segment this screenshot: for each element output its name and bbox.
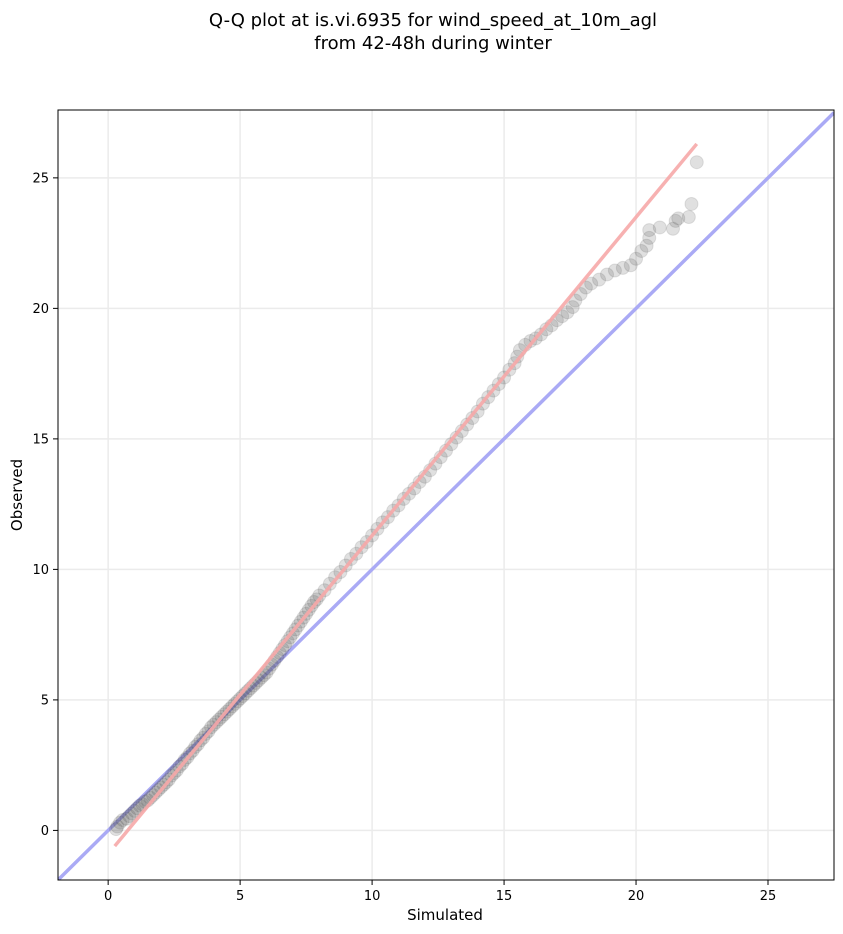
data-point	[454, 424, 469, 439]
data-point	[280, 634, 295, 649]
data-point	[681, 210, 696, 225]
chart-title-line-1: Q-Q plot at is.vi.6935 for wind_speed_at…	[209, 10, 657, 31]
chart-title-line-2: from 42-48h during winter	[314, 33, 552, 54]
data-point	[665, 221, 680, 236]
data-point	[460, 417, 475, 432]
x-tick-label: 15	[496, 889, 513, 904]
x-tick-label: 20	[628, 889, 645, 904]
data-point	[110, 819, 125, 834]
data-point	[652, 220, 667, 235]
data-point	[130, 801, 145, 816]
data-point	[584, 276, 599, 291]
data-point	[560, 305, 575, 320]
data-point	[113, 815, 128, 830]
data-point	[634, 243, 649, 258]
data-point	[615, 260, 630, 275]
y-tick-label: 10	[32, 563, 49, 578]
data-point	[668, 213, 683, 228]
x-tick-label: 10	[364, 889, 381, 904]
x-tick-label: 25	[760, 889, 777, 904]
data-point	[523, 334, 538, 348]
data-point	[412, 474, 427, 489]
y-tick-label: 0	[41, 824, 49, 839]
data-point	[671, 211, 686, 226]
x-axis-ticks: 0 5 10 15 20 25	[104, 880, 776, 904]
data-point	[607, 263, 622, 278]
x-tick-label: 5	[236, 889, 244, 904]
y-tick-label: 5	[41, 693, 49, 708]
y-axis-ticks: 0 5 10 15 20 25	[32, 171, 58, 839]
data-point	[565, 300, 580, 315]
data-point	[600, 267, 615, 282]
data-point	[639, 238, 654, 253]
data-point	[623, 258, 638, 273]
data-point	[119, 811, 134, 826]
y-axis-label: Observed	[8, 459, 26, 531]
data-point	[307, 595, 322, 610]
data-point	[642, 230, 657, 245]
data-point	[592, 272, 607, 287]
data-point	[642, 223, 657, 238]
data-point	[124, 806, 139, 821]
data-point	[629, 251, 644, 266]
y-tick-label: 20	[32, 302, 49, 317]
data-point	[115, 812, 130, 827]
reference-line	[58, 111, 834, 880]
fit-line	[113, 142, 699, 848]
y-tick-label: 25	[32, 171, 49, 186]
data-point	[127, 803, 142, 818]
data-point	[109, 822, 124, 837]
data-point	[684, 196, 699, 211]
data-point	[151, 782, 166, 797]
plot-frame	[57, 109, 835, 881]
grid-lines	[58, 110, 834, 880]
data-point	[689, 155, 704, 170]
data-point	[122, 809, 137, 824]
x-tick-label: 0	[104, 889, 112, 904]
x-axis-label: Simulated	[407, 906, 483, 924]
y-tick-label: 15	[32, 432, 49, 447]
